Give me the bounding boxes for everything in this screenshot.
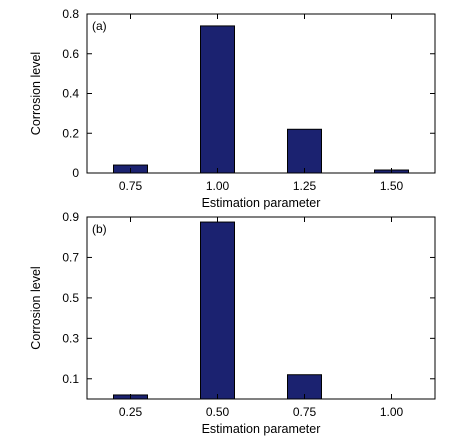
panel-b-y-axis-title: Corrosion level <box>29 266 43 349</box>
panel-b-label: (b) <box>92 222 107 236</box>
panel-a-y-tick-label: 0.8 <box>62 7 79 21</box>
panel-b-x-axis-title: Estimation parameter <box>202 422 321 436</box>
panel-a-y-tick-label: 0.4 <box>62 87 79 101</box>
panel-a-label: (a) <box>92 19 107 33</box>
panel-b-y-tick-label: 0.9 <box>62 210 79 224</box>
panel-a-bar-1 <box>200 25 235 174</box>
panel-a-x-tick-label: 1.00 <box>206 179 230 193</box>
panel-a-x-axis-title: Estimation parameter <box>202 196 321 210</box>
panel-a-x-tick-label: 1.25 <box>293 179 317 193</box>
panel-a-axes-frame <box>86 13 436 174</box>
panel-b-y-tick-label: 0.3 <box>62 331 79 345</box>
panel-a-x-tick-label: 0.75 <box>119 179 143 193</box>
panel-a-bar-2 <box>287 128 322 174</box>
panel-b-axes-frame <box>86 216 436 400</box>
panel-b-x-tick-label: 1.00 <box>380 405 404 419</box>
panel-b-y-tick-label: 0.5 <box>62 291 79 305</box>
panel-a-y-axis-title: Corrosion level <box>29 52 43 135</box>
panel-a-y-tick-label: 0 <box>72 166 79 180</box>
panel-a-x-tick-label: 1.50 <box>380 179 404 193</box>
panel-b-x-tick-label: 0.25 <box>119 405 143 419</box>
panel-b-x-tick-label: 0.50 <box>206 405 230 419</box>
panel-b-bar-1 <box>200 221 235 400</box>
panel-a-y-tick-label: 0.6 <box>62 47 79 61</box>
panel-b-x-tick-label: 0.75 <box>293 405 317 419</box>
panel-b-y-tick-label: 0.7 <box>62 250 79 264</box>
panel-b-y-tick-label: 0.1 <box>62 372 79 386</box>
panel-a-y-tick-label: 0.2 <box>62 126 79 140</box>
